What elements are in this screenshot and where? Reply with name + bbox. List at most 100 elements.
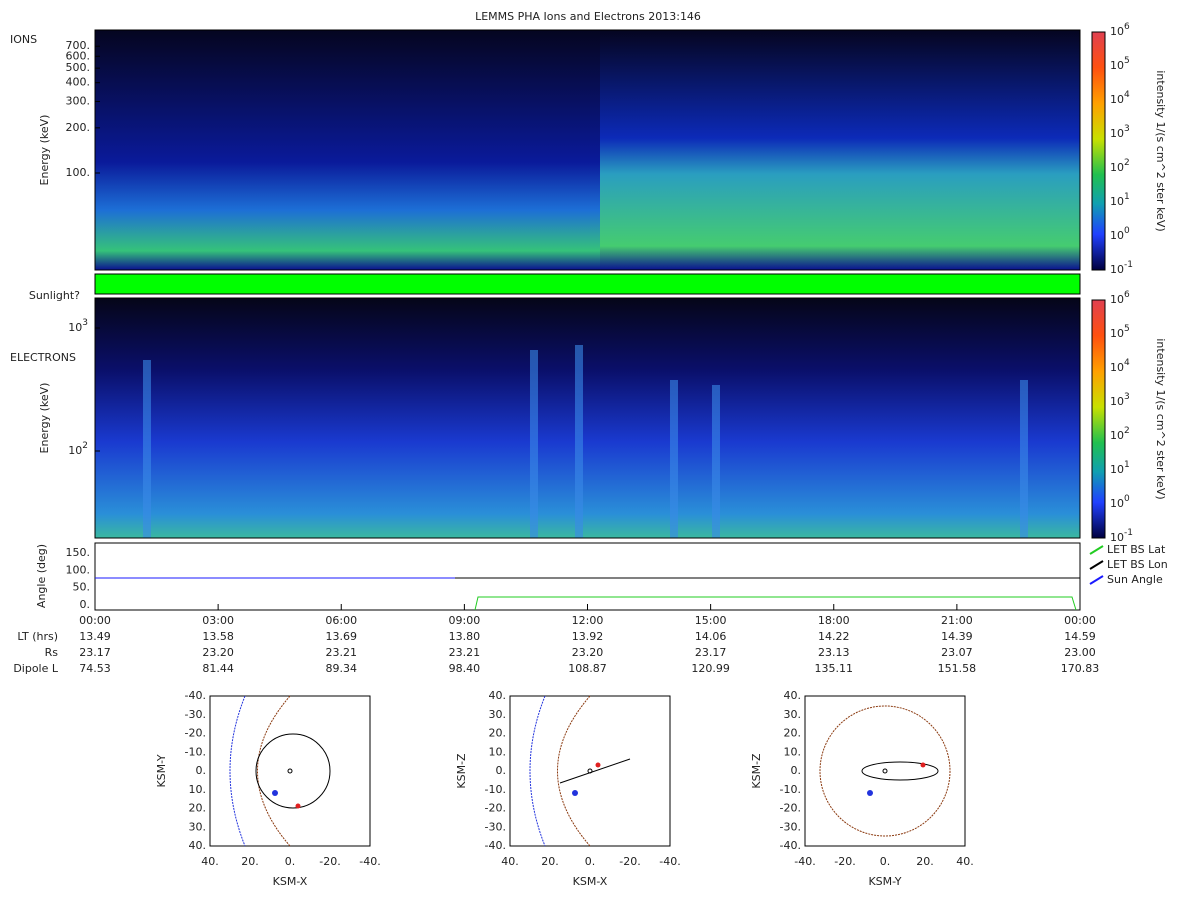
x-tick-label: 00:00 [79,614,111,627]
x-tick-label: 00:00 [1064,614,1096,627]
panel-frame [94,542,1081,611]
ephemeris-value: 23.17 [79,646,111,659]
x-tick-label: 20. [541,855,559,868]
y-axis-label: KSM-Y [155,754,168,787]
y-tick-label: 10. [189,783,207,796]
y-tick-label: -30. [780,820,801,833]
y-tick-label: 30. [489,708,507,721]
legend-swatch [1089,560,1104,570]
orbit-frame [509,695,671,847]
y-tick-label: -30. [185,708,206,721]
tick-label: 103 [1110,392,1130,409]
ion-spectrogram [95,30,600,270]
y-tick-label: -20. [780,802,801,815]
orbit-frame [804,695,966,847]
x-tick-label: 12:00 [572,614,604,627]
y-tick-label: 600. [66,49,91,62]
y-tick-label: -10. [485,783,506,796]
y-tick-label: 10. [784,745,802,758]
ephemeris-value: 13.69 [326,630,358,643]
y-tick-label: -40. [485,839,506,852]
x-tick-label: 0. [880,855,891,868]
ephemeris-value: 23.20 [202,646,234,659]
ephemeris-value: 23.00 [1064,646,1096,659]
y-tick-label: 50. [73,581,91,594]
position-marker [595,762,601,768]
legend-label: LET BS Lat [1107,543,1166,556]
tick-label: 101 [1110,192,1130,209]
panel-label: ELECTRONS [10,351,76,364]
position-marker [295,803,301,809]
tick-label: 100 [1110,494,1130,511]
y-axis-label: KSM-Z [750,753,763,789]
x-tick-label: 15:00 [695,614,727,627]
ephemeris-value: 23.13 [818,646,850,659]
y-tick-label: 20. [189,802,207,815]
legend-label: LET BS Lon [1107,558,1168,571]
ephemeris-value: 74.53 [79,662,111,675]
colorbar [1091,299,1106,539]
colorbar-label: intensity 1/(s cm^2 ster keV) [1154,338,1167,499]
saturn [587,768,593,774]
tick-label: 10-1 [1110,260,1133,277]
ephemeris-value: 14.06 [695,630,727,643]
y-axis-label: Energy (keV) [38,115,51,186]
y-axis-label: Energy (keV) [38,383,51,454]
ephemeris-value: 14.59 [1064,630,1096,643]
tick-label: 105 [1110,324,1130,341]
legend: LET BS Lat LET BS Lon Sun Angle [1089,543,1168,586]
electron-spectrogram [95,298,1080,538]
position-marker [867,790,873,796]
y-tick-label: 500. [66,61,91,74]
y-tick-label: 30. [784,708,802,721]
tick-label: 100 [1110,226,1130,243]
ephemeris-value: 151.58 [938,662,977,675]
ephemeris-value: 81.44 [202,662,234,675]
y-tick-label: -20. [185,727,206,740]
tick-label: 102 [1110,158,1130,175]
x-tick-label: 03:00 [202,614,234,627]
y-tick-label: 200. [66,121,91,134]
x-tick-label: 40. [201,855,219,868]
ephemeris-value: 23.07 [941,646,973,659]
ion-spectrogram [600,30,1080,270]
tick-label: 102 [1110,426,1130,443]
ephemeris-label: LT (hrs) [17,630,58,643]
ephemeris-value: 23.20 [572,646,604,659]
boundary [529,695,546,847]
ephemeris-value: 170.83 [1061,662,1100,675]
y-tick-label: 150. [66,546,91,559]
lat-line [474,596,1077,611]
x-tick-label: 40. [501,855,519,868]
x-tick-label: 20. [241,855,259,868]
tick-label: 103 [68,318,88,335]
sunlight-bar [94,273,1081,295]
y-tick-label: 40. [784,689,802,702]
spectrogram-streaks [143,345,1028,538]
panel-label: Sunlight? [29,289,80,302]
boundary [819,705,951,837]
y-axis-label: KSM-Z [455,753,468,789]
orbit-frame [209,695,371,847]
ephemeris-label: Dipole L [13,662,59,675]
ephemeris-value: 13.49 [79,630,111,643]
title: LEMMS PHA Ions and Electrons 2013:146 [475,10,701,23]
orbit [559,758,631,784]
saturn [287,768,293,774]
orbit [861,761,939,781]
ephemeris-value: 13.92 [572,630,604,643]
x-tick-label: -40. [359,855,380,868]
x-tick-label: 0. [585,855,596,868]
panel-frame [94,297,1081,539]
position-marker [272,790,278,796]
y-tick-label: 0. [496,764,507,777]
boundary [257,695,291,847]
colorbar [1091,31,1106,271]
tick-label: 103 [1110,124,1130,141]
panel-label: IONS [10,33,37,46]
x-tick-label: -20. [834,855,855,868]
ephemeris-value: 13.80 [449,630,481,643]
y-axis-label: Angle (deg) [35,544,48,608]
y-tick-label: 30. [189,820,207,833]
